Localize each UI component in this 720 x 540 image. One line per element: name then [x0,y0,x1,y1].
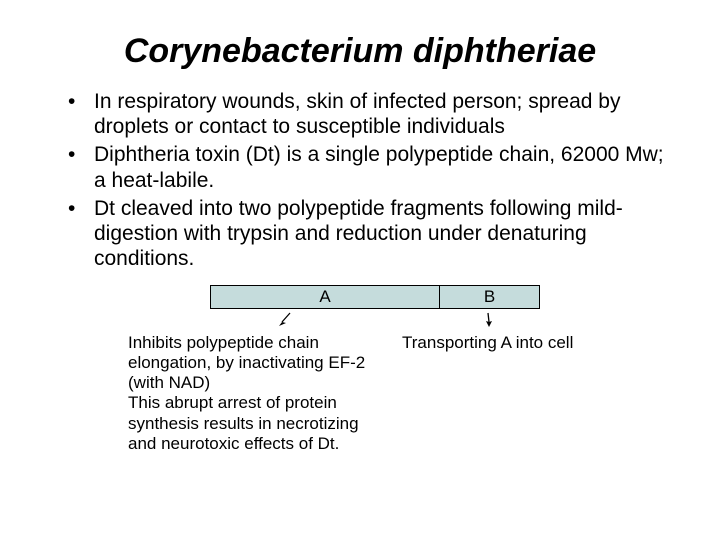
bullet-item: Diphtheria toxin (Dt) is a single polype… [68,142,670,192]
fragment-diagram: A B Inhibits polypeptide chain elongatio… [50,285,670,475]
bullet-item: Dt cleaved into two polypeptide fragment… [68,196,670,272]
fragment-a-description: Inhibits polypeptide chain elongation, b… [128,333,388,453]
fragment-boxes: A B [210,285,540,309]
fragment-box-b: B [440,285,540,309]
fragment-box-a: A [210,285,440,309]
bullet-item: In respiratory wounds, skin of infected … [68,89,670,139]
slide-title: Corynebacterium diphtheriae [50,32,670,71]
bullet-list: In respiratory wounds, skin of infected … [50,89,670,271]
arrow-a-icon [276,311,296,325]
fragment-b-description: Transporting A into cell [402,333,582,353]
arrow-b-icon [482,311,502,325]
